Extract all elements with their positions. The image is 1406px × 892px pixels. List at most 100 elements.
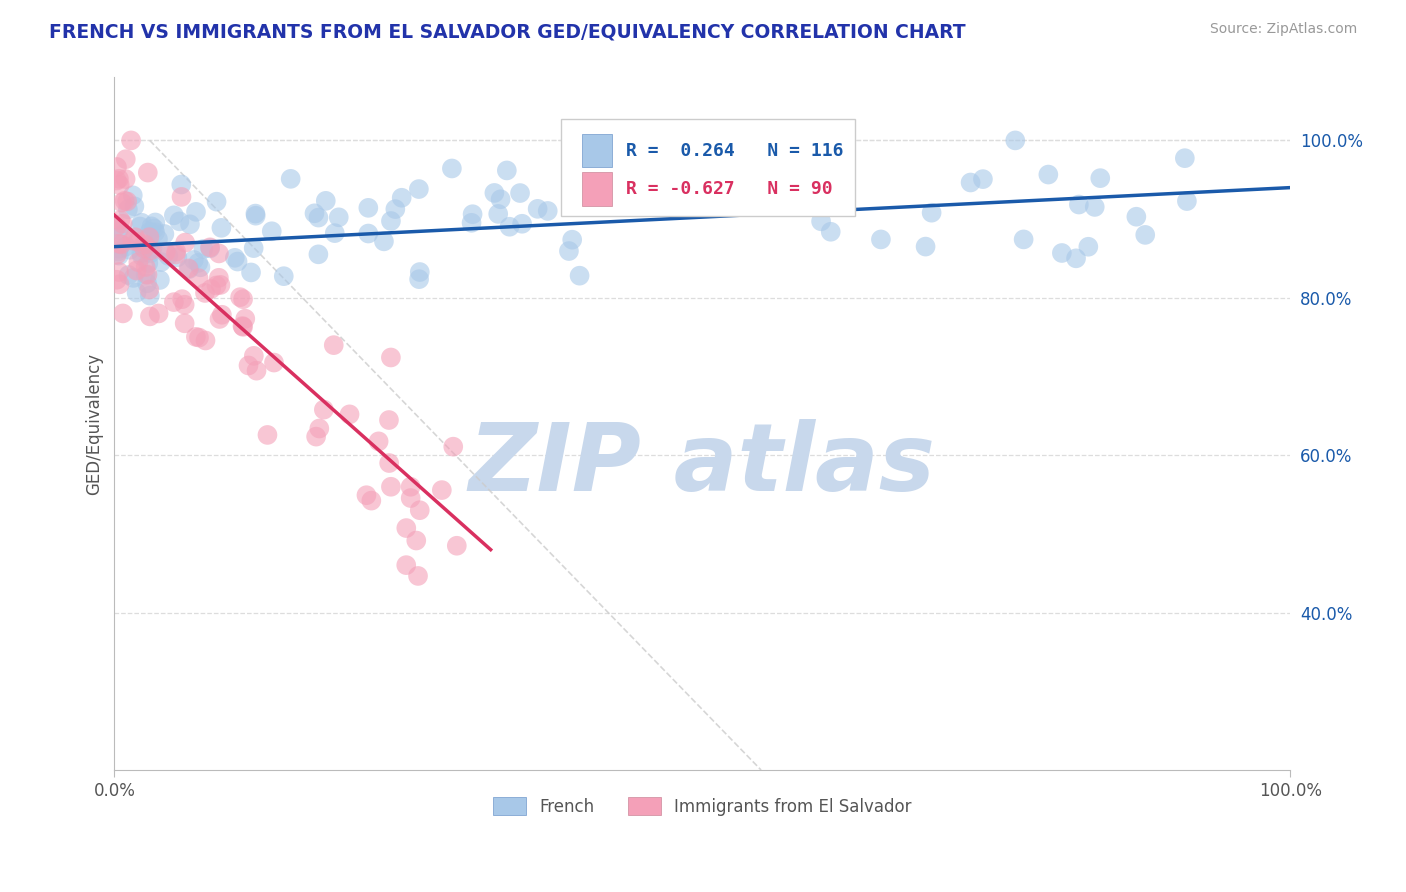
- Point: [173, 298, 195, 312]
- Point: [198, 241, 221, 255]
- Point: [124, 199, 146, 213]
- Point: [136, 256, 159, 270]
- Point: [148, 306, 170, 320]
- Point: [870, 232, 893, 246]
- Point: [1084, 200, 1107, 214]
- Bar: [582, 134, 612, 168]
- Point: [108, 178, 131, 192]
- Point: [114, 194, 136, 208]
- Point: [561, 233, 583, 247]
- Text: R = -0.627   N = 90: R = -0.627 N = 90: [626, 180, 832, 198]
- Point: [357, 227, 380, 241]
- Point: [305, 429, 328, 443]
- Point: [211, 308, 233, 322]
- Point: [111, 306, 134, 320]
- Point: [1050, 246, 1073, 260]
- Point: [108, 242, 131, 256]
- Point: [395, 558, 418, 573]
- Point: [245, 364, 267, 378]
- Point: [165, 244, 187, 259]
- Point: [115, 239, 138, 253]
- Point: [461, 207, 484, 221]
- Point: [308, 421, 330, 435]
- Point: [114, 152, 136, 166]
- Point: [198, 240, 221, 254]
- Point: [143, 225, 166, 239]
- Point: [105, 160, 128, 174]
- Point: [111, 217, 134, 231]
- Point: [243, 349, 266, 363]
- Point: [245, 206, 267, 220]
- Legend: French, Immigrants from El Salvador: French, Immigrants from El Salvador: [484, 789, 921, 824]
- Point: [972, 172, 994, 186]
- Point: [105, 248, 128, 262]
- Point: [165, 247, 187, 261]
- Point: [172, 292, 194, 306]
- Point: [166, 250, 188, 264]
- Point: [1012, 232, 1035, 246]
- Point: [108, 171, 131, 186]
- Point: [150, 255, 173, 269]
- Point: [107, 222, 129, 236]
- Point: [526, 202, 548, 216]
- Point: [188, 330, 211, 344]
- Point: [232, 319, 254, 334]
- Point: [959, 176, 981, 190]
- Point: [153, 227, 176, 241]
- Point: [107, 244, 129, 259]
- Point: [226, 254, 249, 268]
- Point: [125, 263, 148, 277]
- Point: [409, 265, 432, 279]
- Point: [384, 202, 406, 216]
- Point: [121, 234, 143, 248]
- Point: [242, 241, 264, 255]
- Text: ZIP atlas: ZIP atlas: [468, 419, 936, 511]
- Point: [322, 338, 344, 352]
- Point: [129, 219, 152, 234]
- Point: [509, 186, 531, 200]
- Point: [108, 236, 131, 251]
- Point: [373, 235, 395, 249]
- Point: [339, 408, 361, 422]
- Point: [127, 235, 149, 249]
- Point: [484, 186, 506, 200]
- Point: [783, 172, 806, 186]
- Point: [208, 246, 231, 260]
- Point: [612, 173, 634, 187]
- Point: [179, 217, 201, 231]
- Point: [136, 277, 159, 291]
- Point: [606, 177, 628, 191]
- Point: [131, 249, 153, 263]
- Point: [1004, 133, 1026, 147]
- Point: [280, 171, 302, 186]
- Point: [304, 206, 326, 220]
- Point: [205, 194, 228, 209]
- Point: [356, 488, 378, 502]
- Point: [307, 211, 329, 225]
- Point: [357, 201, 380, 215]
- Point: [134, 242, 156, 256]
- Point: [139, 246, 162, 260]
- Bar: [582, 172, 612, 205]
- Point: [108, 249, 131, 263]
- Point: [194, 334, 217, 348]
- Point: [177, 261, 200, 276]
- Point: [537, 203, 560, 218]
- Point: [118, 243, 141, 257]
- Point: [135, 239, 157, 253]
- Point: [263, 355, 285, 369]
- Point: [136, 268, 159, 282]
- Point: [489, 192, 512, 206]
- Point: [1175, 194, 1198, 208]
- Point: [921, 205, 943, 219]
- Point: [273, 269, 295, 284]
- Point: [129, 246, 152, 260]
- Point: [312, 402, 335, 417]
- Point: [169, 214, 191, 228]
- Point: [105, 219, 128, 233]
- Point: [260, 224, 283, 238]
- Point: [233, 311, 256, 326]
- Point: [245, 209, 267, 223]
- Point: [778, 178, 800, 193]
- Point: [117, 268, 139, 282]
